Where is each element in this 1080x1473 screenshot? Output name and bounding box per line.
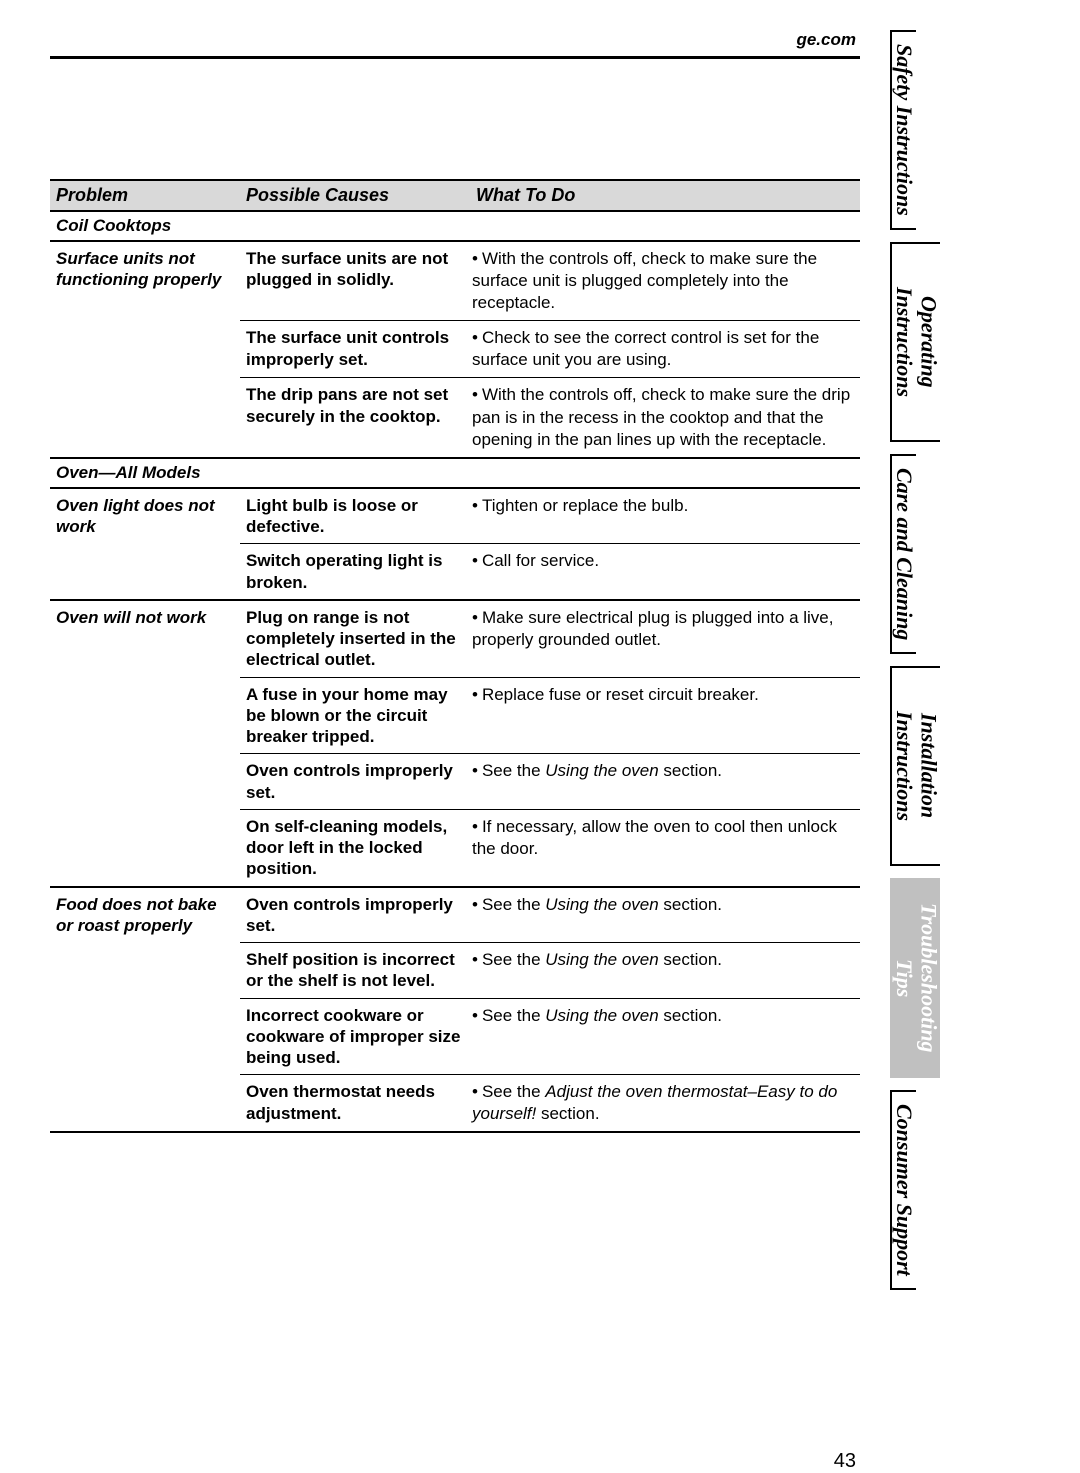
action-text: •See the Using the oven section. bbox=[470, 949, 860, 992]
bullet-icon: • bbox=[472, 249, 482, 268]
action-text: •Check to see the correct control is set… bbox=[470, 327, 860, 371]
cause-row: Oven controls improperly set.•See the Us… bbox=[240, 888, 860, 944]
cause-row: Light bulb is loose or defective.•Tighte… bbox=[240, 489, 860, 545]
cause-row: On self-cleaning models, door left in th… bbox=[240, 810, 860, 886]
col-action-label: What To Do bbox=[476, 185, 575, 205]
problem-block: Food does not bake or roast properlyOven… bbox=[50, 888, 860, 1134]
bullet-icon: • bbox=[472, 1082, 482, 1101]
bullet-icon: • bbox=[472, 328, 482, 347]
bullet-icon: • bbox=[472, 551, 482, 570]
cause-row: Oven thermostat needs adjustment.•See th… bbox=[240, 1075, 860, 1131]
side-tab[interactable]: Consumer Support bbox=[890, 1090, 916, 1290]
bullet-icon: • bbox=[472, 385, 482, 404]
table-body: Coil CooktopsSurface units not functioni… bbox=[50, 212, 860, 1133]
causes-cell: Light bulb is loose or defective.•Tighte… bbox=[240, 489, 860, 599]
problem-label: Oven light does not work bbox=[50, 489, 240, 599]
cause-row: The drip pans are not set securely in th… bbox=[240, 378, 860, 456]
causes-cell: Oven controls improperly set.•See the Us… bbox=[240, 888, 860, 1132]
problem-label: Oven will not work bbox=[50, 601, 240, 886]
bullet-icon: • bbox=[472, 685, 482, 704]
bullet-icon: • bbox=[472, 950, 482, 969]
cause-text: Light bulb is loose or defective. bbox=[240, 495, 470, 538]
causes-cell: The surface units are not plugged in sol… bbox=[240, 242, 860, 457]
action-italic: Using the oven bbox=[545, 950, 658, 969]
action-text: •With the controls off, check to make su… bbox=[470, 248, 860, 314]
action-italic: Using the oven bbox=[545, 761, 658, 780]
cause-row: Oven controls improperly set.•See the Us… bbox=[240, 754, 860, 810]
page-number: 43 bbox=[834, 1450, 856, 1473]
problem-block: Oven light does not workLight bulb is lo… bbox=[50, 489, 860, 601]
action-text: •Call for service. bbox=[470, 550, 860, 593]
action-text: •See the Using the oven section. bbox=[470, 1005, 860, 1069]
cause-text: Oven controls improperly set. bbox=[240, 894, 470, 937]
side-tab[interactable]: Installation Instructions bbox=[890, 666, 940, 866]
header-url[interactable]: ge.com bbox=[50, 30, 860, 59]
bullet-icon: • bbox=[472, 761, 482, 780]
action-italic: Using the oven bbox=[545, 895, 658, 914]
action-text: •If necessary, allow the oven to cool th… bbox=[470, 816, 860, 880]
cause-text: Shelf position is incorrect or the shelf… bbox=[240, 949, 470, 992]
cause-row: The surface unit controls improperly set… bbox=[240, 321, 860, 378]
col-problem-label: Problem bbox=[56, 185, 128, 205]
troubleshooting-table: Problem Possible Causes What To Do Coil … bbox=[50, 179, 860, 1133]
action-text: •Tighten or replace the bulb. bbox=[470, 495, 860, 538]
cause-text: Switch operating light is broken. bbox=[240, 550, 470, 593]
page-content: ge.com Problem Possible Causes What To D… bbox=[50, 30, 860, 1133]
action-text: •See the Adjust the oven thermostat–Easy… bbox=[470, 1081, 860, 1125]
action-text: •Replace fuse or reset circuit breaker. bbox=[470, 684, 860, 748]
cause-text: On self-cleaning models, door left in th… bbox=[240, 816, 470, 880]
problem-block: Surface units not functioning properlyTh… bbox=[50, 242, 860, 459]
cause-text: Oven thermostat needs adjustment. bbox=[240, 1081, 470, 1125]
side-tab[interactable]: Operating Instructions bbox=[890, 242, 940, 442]
cause-text: Oven controls improperly set. bbox=[240, 760, 470, 803]
cause-row: Switch operating light is broken.•Call f… bbox=[240, 544, 860, 599]
bullet-icon: • bbox=[472, 608, 482, 627]
cause-row: Shelf position is incorrect or the shelf… bbox=[240, 943, 860, 999]
action-italic: Using the oven bbox=[545, 1006, 658, 1025]
cause-row: Incorrect cookware or cookware of improp… bbox=[240, 999, 860, 1076]
cause-text: The surface unit controls improperly set… bbox=[240, 327, 470, 371]
bullet-icon: • bbox=[472, 817, 482, 836]
cause-text: The surface units are not plugged in sol… bbox=[240, 248, 470, 314]
bullet-icon: • bbox=[472, 1006, 482, 1025]
action-text: •See the Using the oven section. bbox=[470, 894, 860, 937]
action-text: •Make sure electrical plug is plugged in… bbox=[470, 607, 860, 671]
problem-label: Surface units not functioning properly bbox=[50, 242, 240, 457]
cause-text: Plug on range is not completely inserted… bbox=[240, 607, 470, 671]
action-text: •See the Using the oven section. bbox=[470, 760, 860, 803]
side-tab[interactable]: Troubleshooting Tips bbox=[890, 878, 940, 1078]
section-title: Oven—All Models bbox=[50, 459, 860, 489]
side-tab[interactable]: Care and Cleaning bbox=[890, 454, 916, 654]
col-cause-label: Possible Causes bbox=[246, 185, 389, 205]
cause-text: A fuse in your home may be blown or the … bbox=[240, 684, 470, 748]
causes-cell: Plug on range is not completely inserted… bbox=[240, 601, 860, 886]
action-text: •With the controls off, check to make su… bbox=[470, 384, 860, 450]
cause-text: Incorrect cookware or cookware of improp… bbox=[240, 1005, 470, 1069]
bullet-icon: • bbox=[472, 496, 482, 515]
side-tab[interactable]: Safety Instructions bbox=[890, 30, 916, 230]
table-header-row: Problem Possible Causes What To Do bbox=[50, 179, 860, 212]
cause-row: Plug on range is not completely inserted… bbox=[240, 601, 860, 678]
problem-label: Food does not bake or roast properly bbox=[50, 888, 240, 1132]
side-tabs: Safety Instructions Operating Instruction… bbox=[890, 30, 1080, 1302]
action-italic: Adjust the oven thermostat–Easy to do yo… bbox=[472, 1082, 837, 1123]
section-title: Coil Cooktops bbox=[50, 212, 860, 242]
cause-row: The surface units are not plugged in sol… bbox=[240, 242, 860, 321]
cause-row: A fuse in your home may be blown or the … bbox=[240, 678, 860, 755]
bullet-icon: • bbox=[472, 895, 482, 914]
problem-block: Oven will not workPlug on range is not c… bbox=[50, 601, 860, 888]
cause-text: The drip pans are not set securely in th… bbox=[240, 384, 470, 450]
